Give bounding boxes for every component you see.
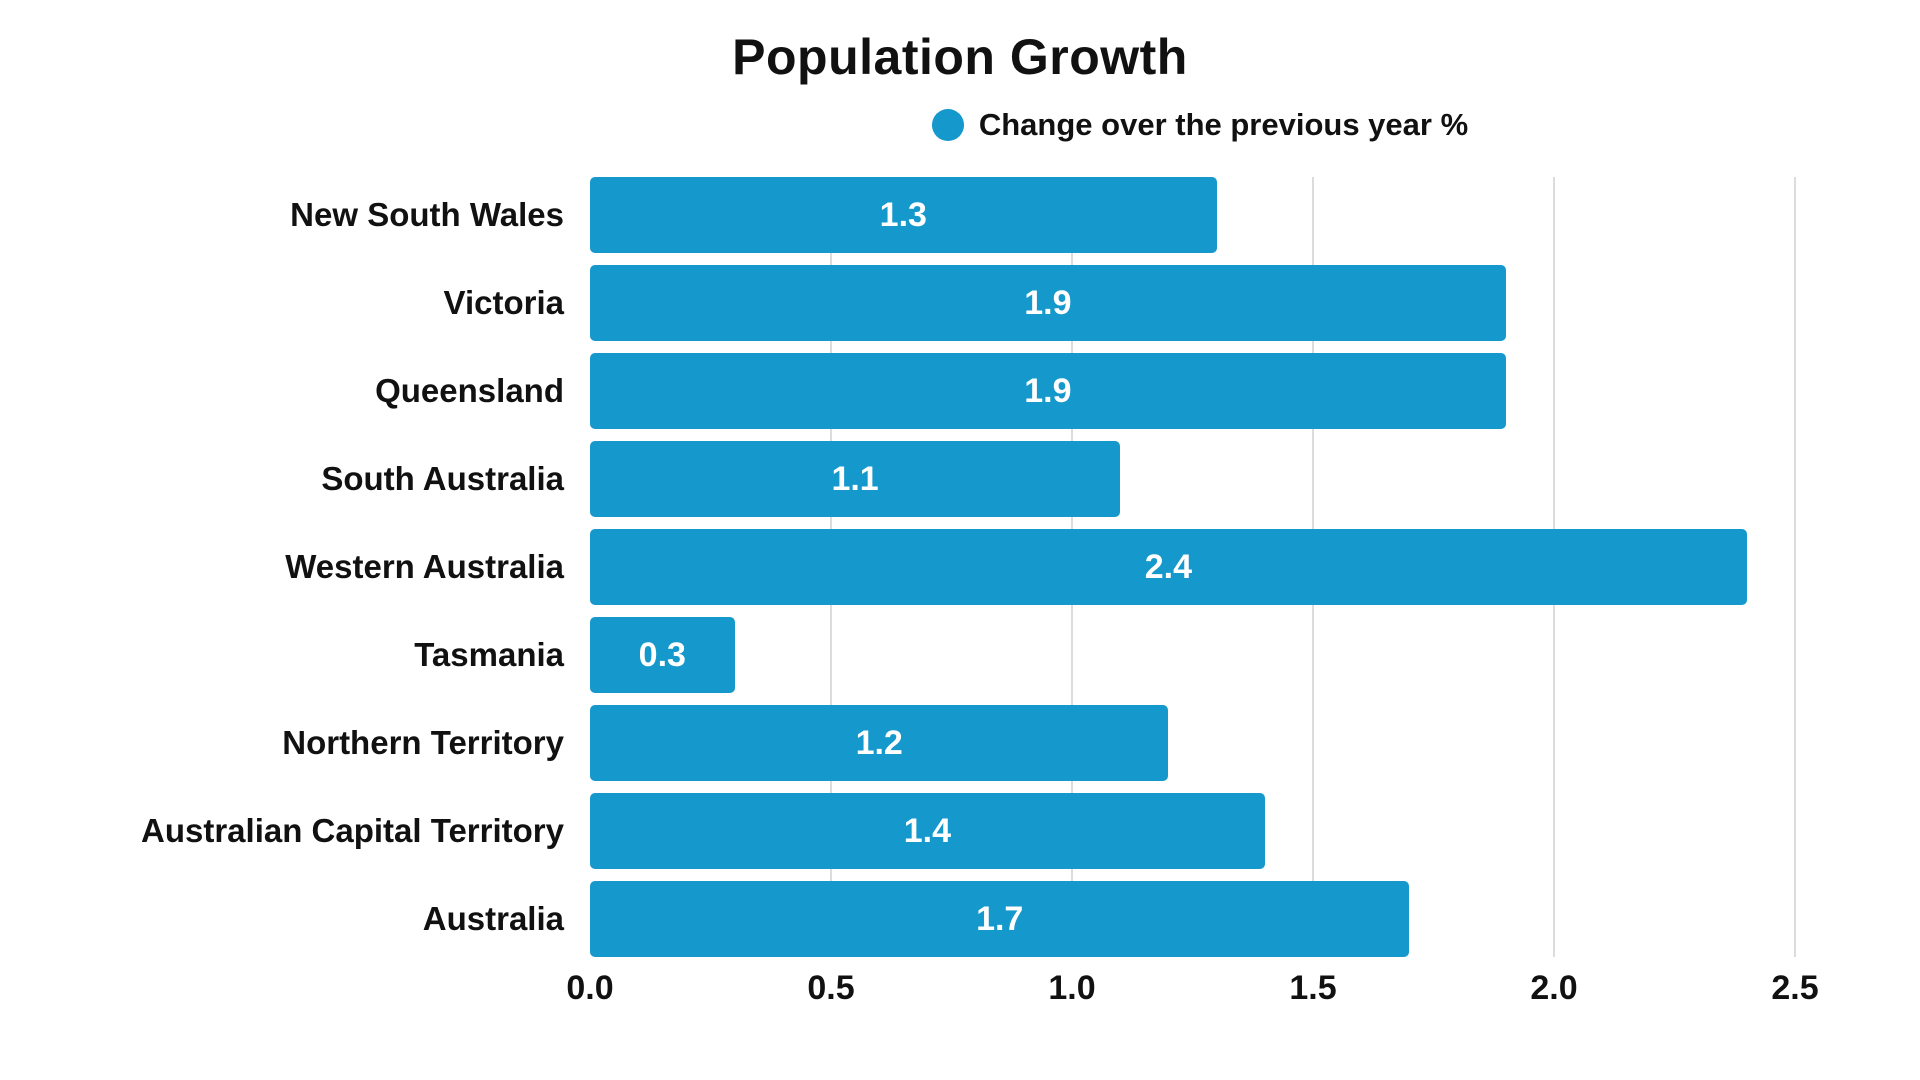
x-axis-tick-label: 1.5: [1289, 969, 1337, 1007]
legend-label: Change over the previous year %: [978, 107, 1469, 142]
chart-title: Population Growth: [732, 29, 1188, 85]
bar: 1.9: [590, 265, 1506, 341]
bar-value-label: 1.1: [831, 459, 879, 498]
category-label: Australia: [422, 900, 564, 937]
category-labels: New South Wales Victoria Queensland South A…: [0, 177, 590, 957]
plot-area: 1.3 1.9 1.9 1.1 2.4 0.3 1.2 1.4 1.7: [590, 177, 1796, 957]
x-axis-tick-label: 0.0: [566, 969, 614, 1007]
category-label: Northern Territory: [282, 724, 564, 761]
bar: 1.3: [590, 177, 1217, 253]
chart-area: New South Wales Victoria Queensland South A…: [0, 177, 1796, 957]
bar: 2.4: [590, 529, 1747, 605]
bar: 1.1: [590, 441, 1121, 517]
bar-value-label: 1.4: [903, 811, 952, 850]
bar: 0.3: [590, 617, 735, 693]
gridline: [1794, 177, 1796, 957]
bar-value-label: 1.2: [855, 723, 903, 762]
bar-rows: 1.3 1.9 1.9 1.1 2.4 0.3 1.2 1.4 1.7: [590, 177, 1795, 957]
x-axis-tick-label: 2.0: [1530, 969, 1578, 1007]
legend-dot-icon: [931, 109, 964, 141]
category-label: Australian Capital Territory: [141, 812, 564, 849]
category-label: Victoria: [443, 284, 564, 321]
bar-value-label: 1.3: [879, 195, 927, 234]
legend: Change over the previous year %: [931, 107, 1469, 143]
x-axis: 0.0 0.5 1.0 1.5 2.0 2.5: [566, 969, 1818, 1017]
category-label: Tasmania: [414, 636, 564, 673]
bar: 1.4: [590, 793, 1265, 869]
category-label: Queensland: [375, 372, 564, 409]
bar-value-label: 0.3: [638, 635, 686, 674]
bar: 1.7: [590, 881, 1410, 957]
bar: 1.9: [590, 353, 1506, 429]
bar-value-label: 2.4: [1144, 547, 1193, 586]
category-label: South Australia: [321, 460, 564, 497]
x-axis-tick-label: 2.5: [1771, 969, 1819, 1007]
bar-value-label: 1.7: [976, 899, 1024, 938]
x-axis-tick-label: 0.5: [807, 969, 855, 1007]
x-axis-tick-label: 1.0: [1048, 969, 1096, 1007]
bar: 1.2: [590, 705, 1169, 781]
category-label: New South Wales: [290, 196, 564, 233]
bar-value-label: 1.9: [1024, 283, 1072, 322]
bar-value-label: 1.9: [1024, 371, 1072, 410]
category-label: Western Australia: [285, 548, 564, 585]
